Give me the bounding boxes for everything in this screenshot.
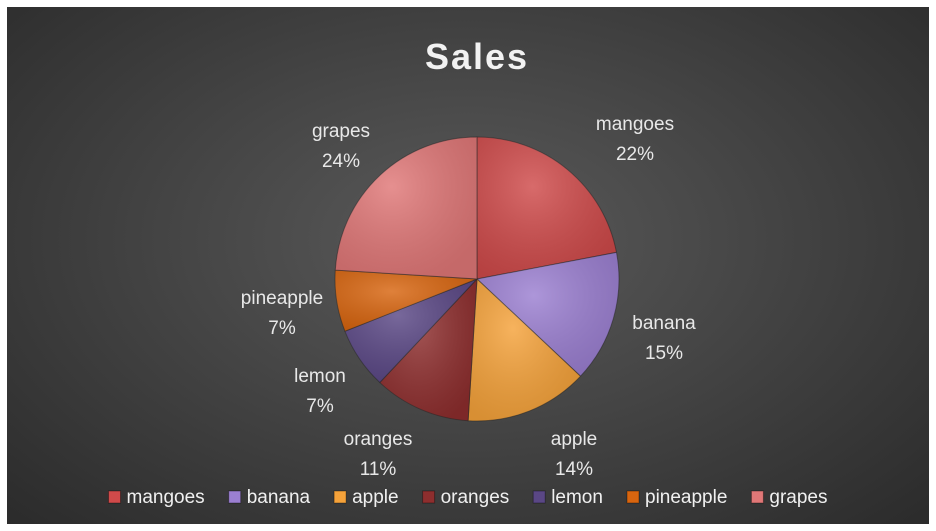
legend-label-pineapple: pineapple [645,487,727,508]
legend-item-oranges: oranges [422,487,510,508]
pie-slice-shading-apple [468,279,581,422]
legend-swatch-pineapple [626,490,640,504]
data-label-category-grapes: grapes [312,121,370,142]
pie-chart: Sales mangoes 22% banana 15% apple 14% oranges… [108,36,828,508]
data-label-value-pineapple: 7% [268,318,296,339]
pie-slice-shading-oranges [379,279,477,421]
pie-slice-shading-pineapple [334,270,477,332]
legend-swatch-grapes [750,490,764,504]
data-label-value-lemon: 7% [306,396,334,417]
legend-item-mangoes: mangoes [108,487,205,508]
legend-label-mangoes: mangoes [127,487,205,508]
legend-item-apple: apple [333,487,399,508]
data-label-category-banana: banana [632,313,696,334]
chart-title: Sales [425,36,529,77]
legend-swatch-oranges [422,490,436,504]
legend-label-banana: banana [247,487,311,508]
data-labels: mangoes 22% banana 15% apple 14% oranges 11% lem… [241,114,696,480]
legend-label-apple: apple [352,487,399,508]
legend-item-pineapple: pineapple [626,487,727,508]
legend-swatch-lemon [532,490,546,504]
pie-slice-shading-grapes [335,137,477,279]
legend-swatch-mangoes [108,490,121,504]
legend-label-oranges: oranges [441,487,510,508]
chart-area: Sales mangoes 22% banana 15% apple 14% oranges… [7,7,929,524]
data-label-value-oranges: 11% [360,459,397,480]
legend-item-banana: banana [228,487,311,508]
pie-slice-shading-lemon [344,279,477,383]
data-label-category-mangoes: mangoes [596,114,674,135]
pie-slice-shading-banana [477,252,619,377]
legend-label-lemon: lemon [551,487,603,508]
pie-slices [334,136,620,422]
data-label-value-grapes: 24% [322,151,360,172]
data-label-value-banana: 15% [645,343,683,364]
legend: mangoes banana apple oranges lemon pineapple g… [108,487,828,508]
legend-label-grapes: grapes [769,487,827,508]
data-label-category-oranges: oranges [344,429,413,450]
data-label-category-pineapple: pineapple [241,288,323,309]
data-label-category-lemon: lemon [294,366,346,387]
legend-item-grapes: grapes [750,487,828,508]
legend-swatch-apple [333,490,347,504]
data-label-value-mangoes: 22% [616,144,654,165]
data-label-category-apple: apple [551,429,598,450]
data-label-value-apple: 14% [555,459,593,480]
legend-swatch-banana [228,490,242,504]
pie-slice-shading-mangoes [477,137,617,279]
legend-item-lemon: lemon [532,487,603,508]
